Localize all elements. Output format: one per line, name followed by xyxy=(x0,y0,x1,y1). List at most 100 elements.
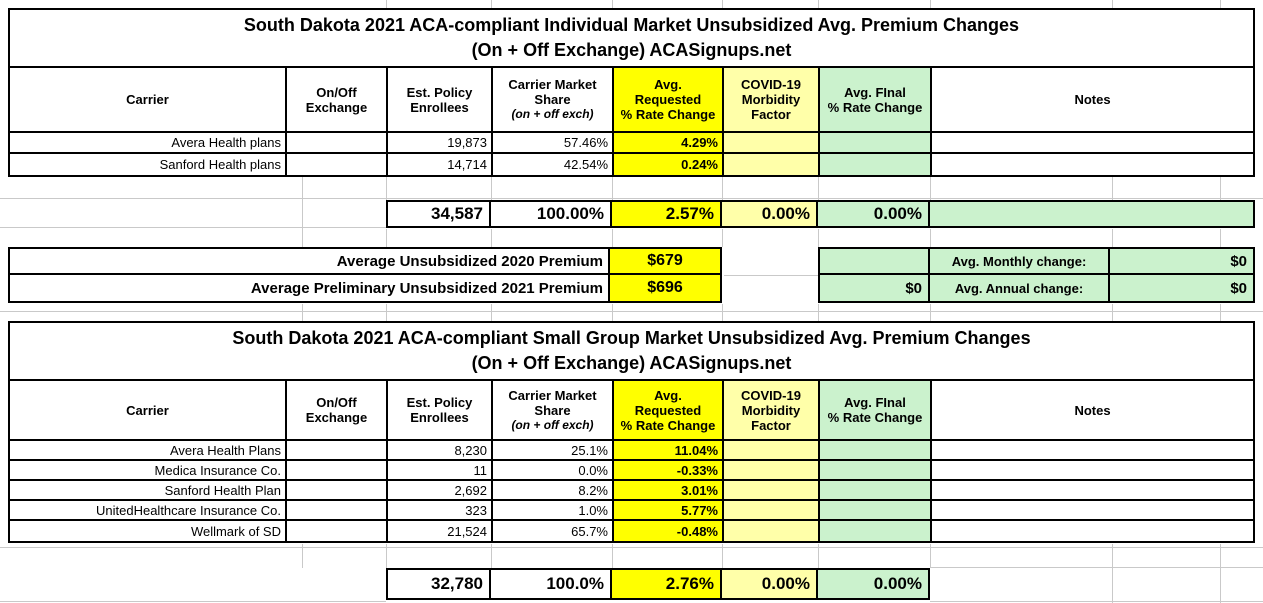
enrollees-cell[interactable]: 21,524 xyxy=(388,521,493,541)
monthly-change-value[interactable]: $0 xyxy=(1110,249,1253,275)
premium-2021-label[interactable]: Average Preliminary Unsubsidized 2021 Pr… xyxy=(10,275,610,301)
covid-morbidity-cell[interactable] xyxy=(724,441,820,461)
covid-morbidity-cell[interactable] xyxy=(724,481,820,501)
total-requested-rate-cell[interactable]: 2.76% xyxy=(612,570,722,598)
exchange-cell[interactable] xyxy=(287,501,388,521)
total-enrollees-cell[interactable]: 32,780 xyxy=(388,570,491,598)
total-final-rate-cell[interactable]: 0.00% xyxy=(818,202,930,226)
enrollees-cell[interactable]: 8,230 xyxy=(388,441,493,461)
gridline xyxy=(612,0,613,8)
notes-cell[interactable] xyxy=(932,461,1253,481)
carrier-header[interactable]: Carrier xyxy=(10,381,287,441)
market-share-cell[interactable]: 8.2% xyxy=(493,481,614,501)
requested-rate-cell[interactable]: 4.29% xyxy=(614,133,724,154)
requested-rate-header[interactable]: Avg. Requested % Rate Change xyxy=(614,381,724,441)
enrollees-cell[interactable]: 323 xyxy=(388,501,493,521)
final-rate-cell[interactable] xyxy=(820,441,932,461)
market-share-cell[interactable]: 57.46% xyxy=(493,133,614,154)
covid-morbidity-cell[interactable] xyxy=(724,521,820,541)
market-share-cell[interactable]: 25.1% xyxy=(493,441,614,461)
covid-morbidity-cell[interactable] xyxy=(724,501,820,521)
carrier-cell[interactable]: Avera Health plans xyxy=(10,133,287,154)
gridline xyxy=(1220,544,1221,603)
requested-rate-cell[interactable]: -0.48% xyxy=(614,521,724,541)
gridline xyxy=(1112,304,1113,321)
carrier-cell[interactable]: Sanford Health Plan xyxy=(10,481,287,501)
final-change-cell[interactable] xyxy=(820,249,930,275)
carrier-header[interactable]: Carrier xyxy=(10,68,287,133)
notes-cell[interactable] xyxy=(932,441,1253,461)
gridline xyxy=(386,304,387,321)
covid-morbidity-cell[interactable] xyxy=(724,461,820,481)
enrollees-cell[interactable]: 2,692 xyxy=(388,481,493,501)
final-rate-cell[interactable] xyxy=(820,501,932,521)
final-rate-header[interactable]: Avg. FInal % Rate Change xyxy=(820,381,932,441)
covid-morbidity-header[interactable]: COVID-19 Morbidity Factor xyxy=(724,68,820,133)
market-share-header[interactable]: Carrier Market Share (on + off exch) xyxy=(493,381,614,441)
carrier-cell[interactable]: UnitedHealthcare Insurance Co. xyxy=(10,501,287,521)
premium-2020-label[interactable]: Average Unsubsidized 2020 Premium xyxy=(10,249,610,275)
total-notes-cell[interactable] xyxy=(930,202,1253,226)
notes-cell[interactable] xyxy=(932,133,1253,154)
requested-rate-header[interactable]: Avg. Requested % Rate Change xyxy=(614,68,724,133)
final-rate-cell[interactable] xyxy=(820,154,932,175)
final-rate-header[interactable]: Avg. FInal % Rate Change xyxy=(820,68,932,133)
covid-morbidity-header[interactable]: COVID-19 Morbidity Factor xyxy=(724,381,820,441)
enrollees-cell[interactable]: 19,873 xyxy=(388,133,493,154)
annual-change-label[interactable]: Avg. Annual change: xyxy=(930,275,1110,301)
total-covid-morbidity-cell[interactable]: 0.00% xyxy=(722,202,818,226)
final-rate-cell[interactable] xyxy=(820,521,932,541)
requested-rate-cell[interactable]: 11.04% xyxy=(614,441,724,461)
exchange-cell[interactable] xyxy=(287,133,388,154)
covid-morbidity-cell[interactable] xyxy=(724,154,820,175)
gridline xyxy=(386,0,387,8)
notes-header[interactable]: Notes xyxy=(932,381,1253,441)
market-share-cell[interactable]: 65.7% xyxy=(493,521,614,541)
premium-2021-value[interactable]: $696 xyxy=(610,275,720,301)
covid-morbidity-cell[interactable] xyxy=(724,133,820,154)
notes-cell[interactable] xyxy=(932,481,1253,501)
notes-header[interactable]: Notes xyxy=(932,68,1253,133)
notes-cell[interactable] xyxy=(932,501,1253,521)
total-covid-morbidity-cell[interactable]: 0.00% xyxy=(722,570,818,598)
total-enrollees-cell[interactable]: 34,587 xyxy=(388,202,491,226)
enrollees-cell[interactable]: 14,714 xyxy=(388,154,493,175)
premium-2020-value[interactable]: $679 xyxy=(610,249,720,275)
final-rate-cell[interactable] xyxy=(820,481,932,501)
requested-rate-cell[interactable]: 5.77% xyxy=(614,501,724,521)
total-requested-rate-cell[interactable]: 2.57% xyxy=(612,202,722,226)
enrollees-header[interactable]: Est. Policy Enrollees xyxy=(388,68,493,133)
carrier-cell[interactable]: Medica Insurance Co. xyxy=(10,461,287,481)
enrollees-cell[interactable]: 11 xyxy=(388,461,493,481)
exchange-cell[interactable] xyxy=(287,481,388,501)
market-share-cell[interactable]: 1.0% xyxy=(493,501,614,521)
notes-cell[interactable] xyxy=(932,521,1253,541)
carrier-cell[interactable]: Wellmark of SD xyxy=(10,521,287,541)
notes-cell[interactable] xyxy=(932,154,1253,175)
final-rate-cell[interactable] xyxy=(820,133,932,154)
total-market-share-cell[interactable]: 100.0% xyxy=(491,570,612,598)
exchange-cell[interactable] xyxy=(287,154,388,175)
requested-rate-cell[interactable]: 0.24% xyxy=(614,154,724,175)
carrier-cell[interactable]: Sanford Health plans xyxy=(10,154,287,175)
market-share-header[interactable]: Carrier Market Share (on + off exch) xyxy=(493,68,614,133)
exchange-header[interactable]: On/Off Exchange xyxy=(287,68,388,133)
exchange-cell[interactable] xyxy=(287,441,388,461)
summary-row: Avg. Monthly change: $0 xyxy=(820,249,1253,275)
market-share-cell[interactable]: 0.0% xyxy=(493,461,614,481)
annual-change-value[interactable]: $0 xyxy=(1110,275,1253,301)
exchange-cell[interactable] xyxy=(287,461,388,481)
final-rate-cell[interactable] xyxy=(820,461,932,481)
enrollees-header[interactable]: Est. Policy Enrollees xyxy=(388,381,493,441)
requested-rate-cell[interactable]: -0.33% xyxy=(614,461,724,481)
gridline xyxy=(491,544,492,568)
exchange-cell[interactable] xyxy=(287,521,388,541)
market-share-cell[interactable]: 42.54% xyxy=(493,154,614,175)
total-final-rate-cell[interactable]: 0.00% xyxy=(818,570,928,598)
requested-rate-cell[interactable]: 3.01% xyxy=(614,481,724,501)
monthly-change-label[interactable]: Avg. Monthly change: xyxy=(930,249,1110,275)
total-market-share-cell[interactable]: 100.00% xyxy=(491,202,612,226)
exchange-header[interactable]: On/Off Exchange xyxy=(287,381,388,441)
final-change-cell[interactable]: $0 xyxy=(820,275,930,301)
carrier-cell[interactable]: Avera Health Plans xyxy=(10,441,287,461)
